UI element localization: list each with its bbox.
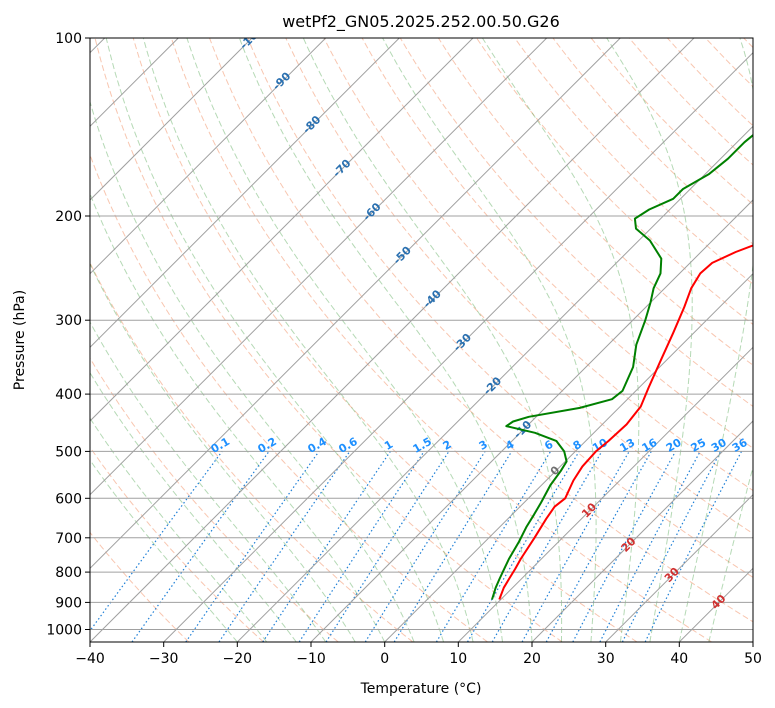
plot-frame — [89, 37, 754, 643]
isotherm-line — [90, 38, 695, 642]
profile-lines — [491, 133, 753, 600]
x-axis-ticks: −40 −30 −20 −10 0 10 20 30 40 50 — [75, 642, 762, 667]
dry-adiabat — [90, 531, 190, 642]
x-tick-label: 30 — [597, 651, 615, 667]
isotherm-line — [90, 38, 327, 275]
isotherm-line — [90, 38, 400, 349]
mixing-ratio-line — [545, 451, 652, 642]
moist-adiabat — [90, 417, 268, 642]
mixing-ratio-line — [644, 451, 743, 642]
isotherm-line — [310, 199, 753, 642]
dry-adiabat — [90, 446, 264, 642]
mixing-ratio-line — [521, 451, 630, 642]
x-tick-label: 40 — [670, 651, 688, 667]
isotherm-line — [531, 420, 753, 642]
x-tick-label: −20 — [223, 651, 253, 667]
dewpoint-line — [491, 133, 753, 600]
isotherm-line — [384, 272, 753, 642]
mixing-ratio-line — [262, 451, 391, 642]
x-tick-label: −30 — [149, 651, 179, 667]
mixing-ratio-line — [621, 451, 722, 642]
y-tick-label: 100 — [55, 31, 82, 47]
background-lines — [90, 38, 753, 642]
dry-adiabat — [90, 153, 488, 642]
dry-adiabat — [209, 38, 753, 623]
y-tick-label: 200 — [55, 209, 82, 225]
y-tick-label: 800 — [55, 565, 82, 581]
moist-adiabat — [481, 38, 640, 642]
x-tick-label: 20 — [523, 651, 541, 667]
moist-adiabat — [105, 38, 445, 642]
isotherm-line — [90, 38, 474, 422]
moist-adiabat — [90, 459, 238, 642]
dry-adiabat — [247, 38, 753, 578]
moist-adiabat — [90, 371, 297, 642]
isotherm-line — [90, 38, 253, 201]
y-tick-label: 400 — [55, 387, 82, 403]
moist-adiabat — [142, 38, 474, 642]
mixing-ratio-line — [393, 451, 513, 642]
isotherm-line — [457, 346, 753, 642]
isotherm-line — [90, 38, 621, 570]
x-tick-label: 10 — [449, 651, 467, 667]
isotherm-line — [605, 493, 753, 642]
x-tick-label: 50 — [744, 651, 762, 667]
moist-adiabat — [302, 38, 563, 642]
dry-adiabat — [399, 38, 753, 408]
chart-title: wetPf2_GN05.2025.252.00.50.G26 — [282, 12, 560, 32]
y-axis-label: Pressure (hPa) — [12, 290, 28, 390]
mixing-ratio-line — [218, 451, 351, 642]
temperature-line — [498, 244, 753, 600]
x-tick-label: −10 — [296, 651, 326, 667]
y-tick-label: 300 — [55, 313, 82, 329]
y-tick-label: 600 — [55, 491, 82, 507]
moist-adiabat — [90, 192, 386, 642]
x-tick-label: 0 — [380, 651, 389, 667]
moist-adiabat — [678, 38, 753, 642]
x-tick-label: −40 — [75, 651, 105, 667]
moist-adiabat — [238, 38, 533, 642]
dry-adiabat — [514, 38, 753, 285]
dry-adiabat — [94, 38, 563, 642]
y-tick-label: 500 — [55, 444, 82, 460]
y-axis-ticks: 100 200 300 400 500 600 700 800 900 1000 — [46, 31, 90, 639]
moist-adiabat — [90, 262, 356, 642]
isotherm-line — [90, 38, 548, 496]
y-tick-label: 900 — [55, 595, 82, 611]
moist-adiabat — [606, 38, 693, 642]
mixing-ratio-line — [90, 451, 223, 632]
mixing-ratio-line — [572, 451, 677, 642]
dry-adiabat — [437, 38, 753, 366]
mixing-ratio-line — [325, 451, 450, 642]
y-tick-label: 700 — [55, 531, 82, 547]
x-axis-label: Temperature (°C) — [360, 681, 482, 697]
isotherm-line — [163, 51, 753, 642]
mixing-ratio-line — [185, 451, 320, 642]
dry-adiabat — [90, 357, 339, 642]
dry-adiabat — [132, 38, 638, 642]
mixing-ratio-line — [298, 451, 425, 642]
y-tick-label: 1000 — [46, 623, 82, 639]
moist-adiabat — [382, 38, 597, 642]
isotherm-line — [236, 125, 753, 642]
